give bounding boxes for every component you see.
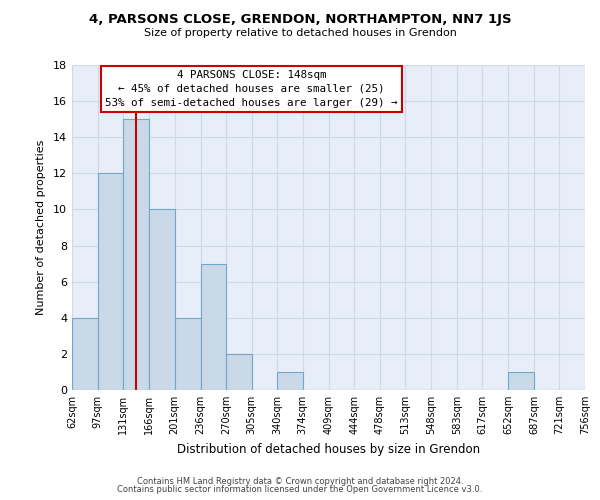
Text: 4 PARSONS CLOSE: 148sqm
← 45% of detached houses are smaller (25)
53% of semi-de: 4 PARSONS CLOSE: 148sqm ← 45% of detache… xyxy=(106,70,398,108)
Text: Contains public sector information licensed under the Open Government Licence v3: Contains public sector information licen… xyxy=(118,485,482,494)
Bar xyxy=(226,354,251,390)
Text: Contains HM Land Registry data © Crown copyright and database right 2024.: Contains HM Land Registry data © Crown c… xyxy=(137,477,463,486)
Bar xyxy=(175,318,200,390)
Bar xyxy=(98,174,123,390)
Bar xyxy=(72,318,98,390)
Y-axis label: Number of detached properties: Number of detached properties xyxy=(36,140,46,315)
Bar xyxy=(123,119,149,390)
Bar xyxy=(200,264,226,390)
Bar xyxy=(277,372,302,390)
X-axis label: Distribution of detached houses by size in Grendon: Distribution of detached houses by size … xyxy=(177,442,480,456)
Text: Size of property relative to detached houses in Grendon: Size of property relative to detached ho… xyxy=(143,28,457,38)
Bar xyxy=(508,372,534,390)
Bar xyxy=(149,210,175,390)
Text: 4, PARSONS CLOSE, GRENDON, NORTHAMPTON, NN7 1JS: 4, PARSONS CLOSE, GRENDON, NORTHAMPTON, … xyxy=(89,12,511,26)
